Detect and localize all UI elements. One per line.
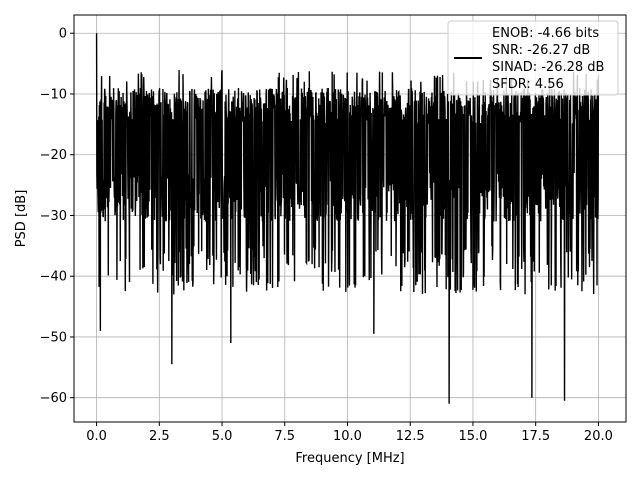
legend-enob: ENOB: -4.66 bits bbox=[492, 26, 599, 41]
x-tick-label: 2.5 bbox=[149, 429, 170, 444]
legend: ENOB: -4.66 bits SNR: -26.27 dB SINAD: -… bbox=[447, 20, 619, 96]
x-tick-label: 20.0 bbox=[584, 429, 613, 444]
x-tick-label: 10.0 bbox=[333, 429, 362, 444]
y-tick-label: −50 bbox=[40, 330, 67, 345]
y-tick-label: −20 bbox=[40, 148, 67, 163]
y-tick-label: −10 bbox=[40, 87, 67, 102]
x-tick-label: 12.5 bbox=[396, 429, 425, 444]
legend-snr: SNR: -26.27 dB bbox=[492, 43, 590, 58]
series-psd bbox=[95, 33, 600, 404]
x-tick-label: 0.0 bbox=[86, 429, 107, 444]
x-tick-label: 15.0 bbox=[458, 429, 487, 444]
x-tick-label: 5.0 bbox=[212, 429, 233, 444]
y-tick-label: 0 bbox=[59, 27, 67, 42]
legend-box bbox=[447, 20, 619, 96]
legend-sinad: SINAD: -26.28 dB bbox=[492, 60, 604, 75]
x-tick-label: 7.5 bbox=[274, 429, 295, 444]
y-tick-label: −40 bbox=[40, 270, 67, 285]
x-axis-ticks: 0.0 2.5 5.0 7.5 10.0 12.5 15.0 17.5 20.0 bbox=[86, 422, 613, 444]
y-axis-label: PSD [dB] bbox=[14, 190, 29, 248]
plot-frame bbox=[73, 14, 627, 423]
y-tick-label: −60 bbox=[40, 391, 67, 406]
legend-sfdr: SFDR: 4.56 bbox=[492, 77, 564, 92]
y-axis-ticks: 0 −10 −20 −30 −40 −50 −60 bbox=[40, 27, 74, 406]
y-tick-label: −30 bbox=[40, 209, 67, 224]
x-tick-label: 17.5 bbox=[521, 429, 550, 444]
x-axis-label: Frequency [MHz] bbox=[295, 451, 404, 466]
psd-line bbox=[95, 33, 600, 404]
